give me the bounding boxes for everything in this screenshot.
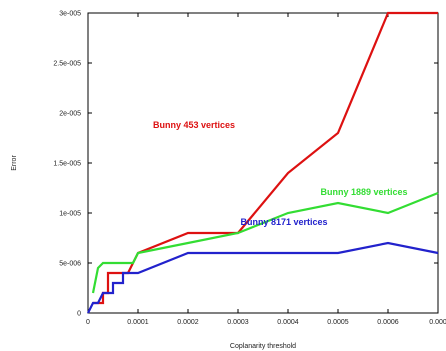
y-tick-label: 2.5e-005 bbox=[53, 61, 81, 68]
x-tick-label: 0.0001 bbox=[127, 319, 149, 326]
plot-frame bbox=[87, 12, 439, 314]
y-tick-label: 1.5e-005 bbox=[53, 161, 81, 168]
series-line bbox=[93, 11, 438, 305]
y-axis-label: Error bbox=[11, 155, 18, 171]
series-label: Bunny 1889 vertices bbox=[321, 187, 408, 197]
series-layer bbox=[87, 11, 439, 314]
x-tick-label: 0 bbox=[86, 319, 90, 326]
x-tick-label: 0.000 bbox=[429, 319, 446, 326]
y-axis: 0 5e-006 1e-005 1.5e-005 2e-005 2.5e-005 3e-00… bbox=[53, 11, 438, 318]
series-label: Bunny 8171 vertices bbox=[241, 217, 328, 227]
x-tick-label: 0.0003 bbox=[227, 319, 249, 326]
x-tick-label: 0.0004 bbox=[277, 319, 299, 326]
x-tick-label: 0.0002 bbox=[177, 319, 199, 326]
y-tick-label: 3e-005 bbox=[59, 11, 81, 18]
x-axis-label: Coplanarity threshold bbox=[230, 343, 296, 350]
series-label: Bunny 453 vertices bbox=[153, 120, 235, 130]
series-line bbox=[91, 191, 439, 294]
y-tick-label: 0 bbox=[77, 311, 81, 318]
series-labels: Bunny 453 vertices Bunny 1889 vertices Bun… bbox=[153, 120, 408, 227]
series-line bbox=[87, 241, 439, 314]
x-axis: 0 0.0001 0.0002 0.0003 0.0004 0.0005 0.0006 0.0… bbox=[86, 13, 446, 326]
y-tick-label: 5e-006 bbox=[59, 261, 81, 268]
x-tick-label: 0.0005 bbox=[327, 319, 349, 326]
y-tick-label: 1e-005 bbox=[59, 211, 81, 218]
x-tick-label: 0.0006 bbox=[377, 319, 399, 326]
y-tick-label: 2e-005 bbox=[59, 111, 81, 118]
